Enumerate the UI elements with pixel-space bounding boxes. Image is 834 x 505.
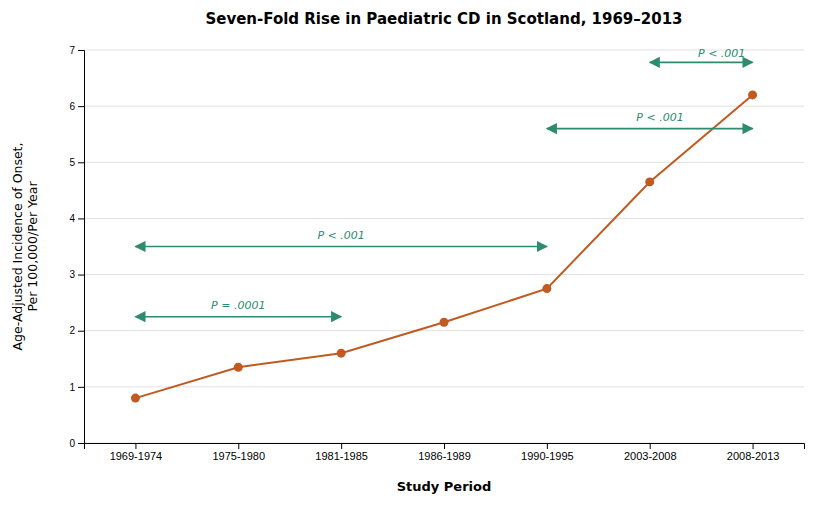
x-tick-label: 2003-2008 xyxy=(624,450,677,462)
y-axis-line xyxy=(78,51,85,444)
y-tick-mark xyxy=(78,275,84,276)
point xyxy=(337,349,346,358)
x-tick-mark xyxy=(753,443,754,449)
y-tick-mark xyxy=(78,387,84,388)
x-tick-mark xyxy=(135,443,136,449)
y-tick-label: 7 xyxy=(69,45,75,56)
y-tick-label: 4 xyxy=(69,213,75,224)
y-tick: 5 xyxy=(69,157,84,168)
y-tick-label: 1 xyxy=(69,382,75,393)
x-tick-mark xyxy=(547,443,548,449)
x-tick-label: 1981-1985 xyxy=(315,450,368,462)
y-tick: 6 xyxy=(69,101,84,112)
point xyxy=(645,177,654,186)
line xyxy=(135,95,752,398)
y-tick: 7 xyxy=(69,45,84,56)
chart: 0 1 2 3 4 5 6 7 1969-1974 1975-1980 1981-1985 1986-… xyxy=(0,0,834,505)
y-tick: 2 xyxy=(69,325,84,336)
x-tick-mark xyxy=(341,443,342,449)
point xyxy=(131,394,140,403)
grid-line xyxy=(84,330,804,331)
annotation-arrow xyxy=(135,246,546,248)
y-tick: 3 xyxy=(69,269,84,280)
y-axis-title-line: Per 100,000/Per Year xyxy=(25,181,40,312)
annotations: P = .0001 P < .001 P < .001 P < .001 xyxy=(135,47,752,317)
x-axis: 1969-1974 1975-1980 1981-1985 1986-1989 1990… xyxy=(85,443,805,462)
x-tick: 1990-1995 xyxy=(521,443,574,462)
annotation-label: P < .001 xyxy=(317,229,364,242)
x-tick: 1975-1980 xyxy=(212,443,265,462)
annotation-arrow xyxy=(547,128,753,130)
y-tick-label: 2 xyxy=(69,325,75,336)
y-tick-label: 0 xyxy=(69,438,75,449)
x-tick: 2008-2013 xyxy=(727,443,780,462)
x-tick-label: 1975-1980 xyxy=(212,450,265,462)
grid-line xyxy=(84,386,804,387)
grid-line xyxy=(84,274,804,275)
grid-line xyxy=(84,50,804,51)
point xyxy=(234,363,243,372)
y-tick-label: 5 xyxy=(69,157,75,168)
y-tick-label: 6 xyxy=(69,101,75,112)
annotation-arrow xyxy=(650,62,753,64)
plot: 0 1 2 3 4 5 6 7 1969-1974 1975-1980 1981-1985 1986-… xyxy=(69,45,804,462)
x-tick-label: 1969-1974 xyxy=(110,450,163,462)
y-tick-mark xyxy=(78,106,84,107)
x-tick: 1969-1974 xyxy=(110,443,163,462)
x-tick: 1986-1989 xyxy=(418,443,471,462)
x-tick: 1981-1985 xyxy=(315,443,368,462)
annotation-label: P = .0001 xyxy=(211,299,265,312)
grid-line xyxy=(84,218,804,219)
x-tick-label: 2008-2013 xyxy=(727,450,780,462)
grid-line xyxy=(84,106,804,107)
annotation-arrow xyxy=(135,316,341,318)
y-tick-mark xyxy=(78,218,84,219)
y-tick: 0 xyxy=(69,438,84,449)
x-axis-title: Study Period xyxy=(397,479,492,494)
x-axis-line xyxy=(85,444,805,450)
y-tick-mark xyxy=(78,162,84,163)
x-tick-label: 1990-1995 xyxy=(521,450,574,462)
y-tick-mark xyxy=(78,443,84,444)
y-tick-mark xyxy=(78,331,84,332)
x-tick-mark xyxy=(650,443,651,449)
x-tick: 2003-2008 xyxy=(624,443,677,462)
title: Seven-Fold Rise in Paediatric CD in Scot… xyxy=(205,10,682,28)
y-axis-title-line: Age-Adjusted Incidence of Onset, xyxy=(10,143,25,351)
annotation-label: P < .001 xyxy=(636,111,683,124)
y-tick: 4 xyxy=(69,213,84,224)
y-tick-mark xyxy=(78,50,84,51)
marks xyxy=(131,90,757,402)
y-axis: 0 1 2 3 4 5 6 7 xyxy=(69,45,84,449)
x-tick-label: 1986-1989 xyxy=(418,450,471,462)
y-tick-label: 3 xyxy=(69,269,75,280)
grid-line xyxy=(84,162,804,163)
point xyxy=(748,90,757,99)
point xyxy=(440,318,449,327)
x-tick-mark xyxy=(238,443,239,449)
annotation-label: P < .001 xyxy=(698,47,745,60)
y-tick: 1 xyxy=(69,382,84,393)
grid xyxy=(84,50,804,443)
point xyxy=(542,284,551,293)
x-tick-mark xyxy=(444,443,445,449)
y-axis-title: Age-Adjusted Incidence of Onset,Per 100,… xyxy=(10,143,40,351)
